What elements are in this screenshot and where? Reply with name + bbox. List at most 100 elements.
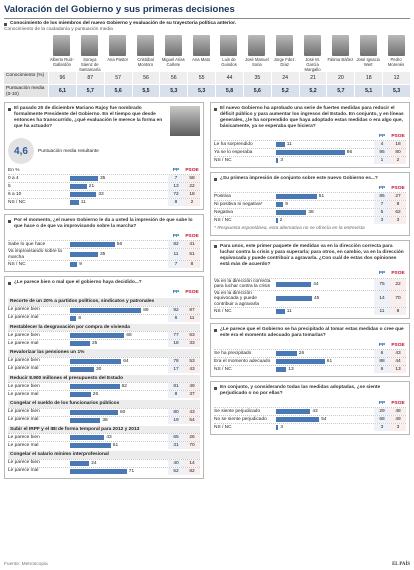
party-label: PP <box>378 271 386 276</box>
ministers-section: Conocimiento de los miembros del nuevo G… <box>4 18 410 98</box>
portrait <box>387 35 405 56</box>
psoe-value: 49 <box>184 383 200 390</box>
answer-label: Era el momento adecuado <box>214 358 271 364</box>
bar-area: 25 <box>70 340 168 347</box>
pp-value: 82 <box>168 241 184 248</box>
answer-label: 5 <box>8 183 11 189</box>
answer-row: Le parece bien 68 77 63 <box>8 331 200 339</box>
answer-label: Le parece bien <box>8 358 40 364</box>
bar <box>276 409 311 414</box>
bar-area: 61 <box>276 358 374 365</box>
minister-value: 5,3 <box>187 85 216 98</box>
minister-value: 5,2 <box>298 85 327 98</box>
psoe-value: 62 <box>390 209 406 216</box>
bar-area: 30 <box>70 366 168 373</box>
pp-value: 77 <box>168 332 184 339</box>
psoe-value: 22 <box>184 183 200 190</box>
bar-area: 21 <box>70 183 168 190</box>
psoe-value: 43 <box>184 365 200 373</box>
bar-area: 9 <box>70 261 168 268</box>
subtitle: Conocimiento de la ciudadanía y puntuaci… <box>4 27 113 32</box>
party-label: PP <box>378 400 386 406</box>
pp-value: 31 <box>168 442 184 449</box>
question-block: Para unos, este primer paquete de medida… <box>214 244 406 268</box>
answer-row: Le parece bien 24 40 14 <box>8 458 200 467</box>
psoe-value: 87 <box>184 306 200 314</box>
psoe-value: 53 <box>184 357 200 365</box>
question: ¿Su primera impresión de conjunto sobre … <box>214 176 406 182</box>
minister-value: 56 <box>131 72 160 85</box>
answer-row: Positiva 51 85 27 <box>214 192 406 200</box>
bar <box>276 367 287 372</box>
answer-row: Le parece mal 71 52 82 <box>8 466 200 475</box>
left-column: El pasado 20 de diciembre Mariano Rajoy … <box>4 102 204 479</box>
question: Por el momento, ¿el nuevo Gobierno le da… <box>8 218 200 230</box>
bar-value: 9 <box>285 202 288 207</box>
question: El nuevo Gobierno ha aprobado una serie … <box>214 106 406 130</box>
bar <box>276 309 285 314</box>
answer-row: NS / NC 11 8 2 <box>8 198 200 206</box>
psoe-value: 8 <box>390 201 406 208</box>
question: ¿Le parece que el Gobierno se ha precipi… <box>214 327 406 339</box>
psoe-value: 41 <box>184 241 200 248</box>
header-row: PP PSOE <box>214 399 406 407</box>
photo-cell <box>299 35 327 56</box>
panel: Para unos, este primer paquete de medida… <box>210 239 410 319</box>
psoe-value: 22 <box>390 278 406 290</box>
bar-value: 51 <box>318 194 325 199</box>
panel: El nuevo Gobierno ha aprobado una serie … <box>210 102 410 168</box>
pp-value: 29 <box>374 408 390 415</box>
pp-value: 95 <box>374 149 390 156</box>
pp-value: 14 <box>374 290 390 307</box>
minister-value: 96 <box>48 72 76 85</box>
answer-label: NS / NC <box>8 261 26 267</box>
pp-value: 1 <box>374 157 390 164</box>
bar-area: 64 <box>70 358 168 365</box>
answer-row: No se siente perjudicado 54 68 49 <box>214 415 406 423</box>
bar-area: 89 <box>70 307 168 314</box>
psoe-value: 13 <box>390 366 406 373</box>
answer-row: NS / NC 13 6 13 <box>214 365 406 373</box>
psoe-value: 18 <box>390 141 406 148</box>
bar <box>276 202 284 207</box>
bar <box>70 307 142 313</box>
minister-name: José Ignacio Wert <box>356 57 380 67</box>
portrait <box>136 35 154 56</box>
answer-row: Se siente perjudicado 43 29 48 <box>214 407 406 415</box>
score-block: 4,6 Puntuación media resultante <box>8 138 200 164</box>
bar-value: 71 <box>128 468 135 474</box>
minister-value: 5,7 <box>75 85 104 98</box>
panel: El pasado 20 de diciembre Mariano Rajoy … <box>4 102 204 210</box>
group-title: Subir el IRPF y el IBI de forma temporal… <box>8 425 200 433</box>
answer-label: Se ha precipitado <box>214 350 252 356</box>
psoe-value: 44 <box>390 358 406 365</box>
bar <box>276 142 285 147</box>
psoe-value: 70 <box>390 290 406 307</box>
group-title: Revalorizar las pensiones un 1% <box>8 349 200 357</box>
pp-value: 3 <box>374 424 390 431</box>
minister-value: 5,8 <box>215 85 243 98</box>
bar <box>70 417 101 423</box>
panel: En conjunto, y considerando todas las me… <box>210 381 410 435</box>
pp-value: 7 <box>168 261 184 268</box>
minister-value: 5,3 <box>382 85 410 98</box>
right-column: El nuevo Gobierno ha aprobado una serie … <box>210 102 410 479</box>
bar <box>70 176 98 181</box>
minister-name: Alberto Ruiz-Gallardón <box>49 57 75 67</box>
portrait <box>220 35 238 56</box>
psoe-value: 63 <box>184 332 200 339</box>
bar-area: 35 <box>70 175 168 182</box>
intro: Conocimiento de los miembros del nuevo G… <box>4 21 410 27</box>
bar-value: 26 <box>92 392 99 397</box>
answer-label: Le parece mal <box>8 340 39 346</box>
answer-row: Ni positiva ni negativa* 9 7 8 <box>214 200 406 208</box>
bar-value: 9 <box>79 262 82 267</box>
answer-label: Le parece mal <box>8 366 39 372</box>
bar <box>276 210 307 215</box>
bar <box>276 158 279 163</box>
pp-value: 4 <box>374 141 390 148</box>
portrait <box>331 35 349 56</box>
bar-area: 9 <box>276 201 374 208</box>
